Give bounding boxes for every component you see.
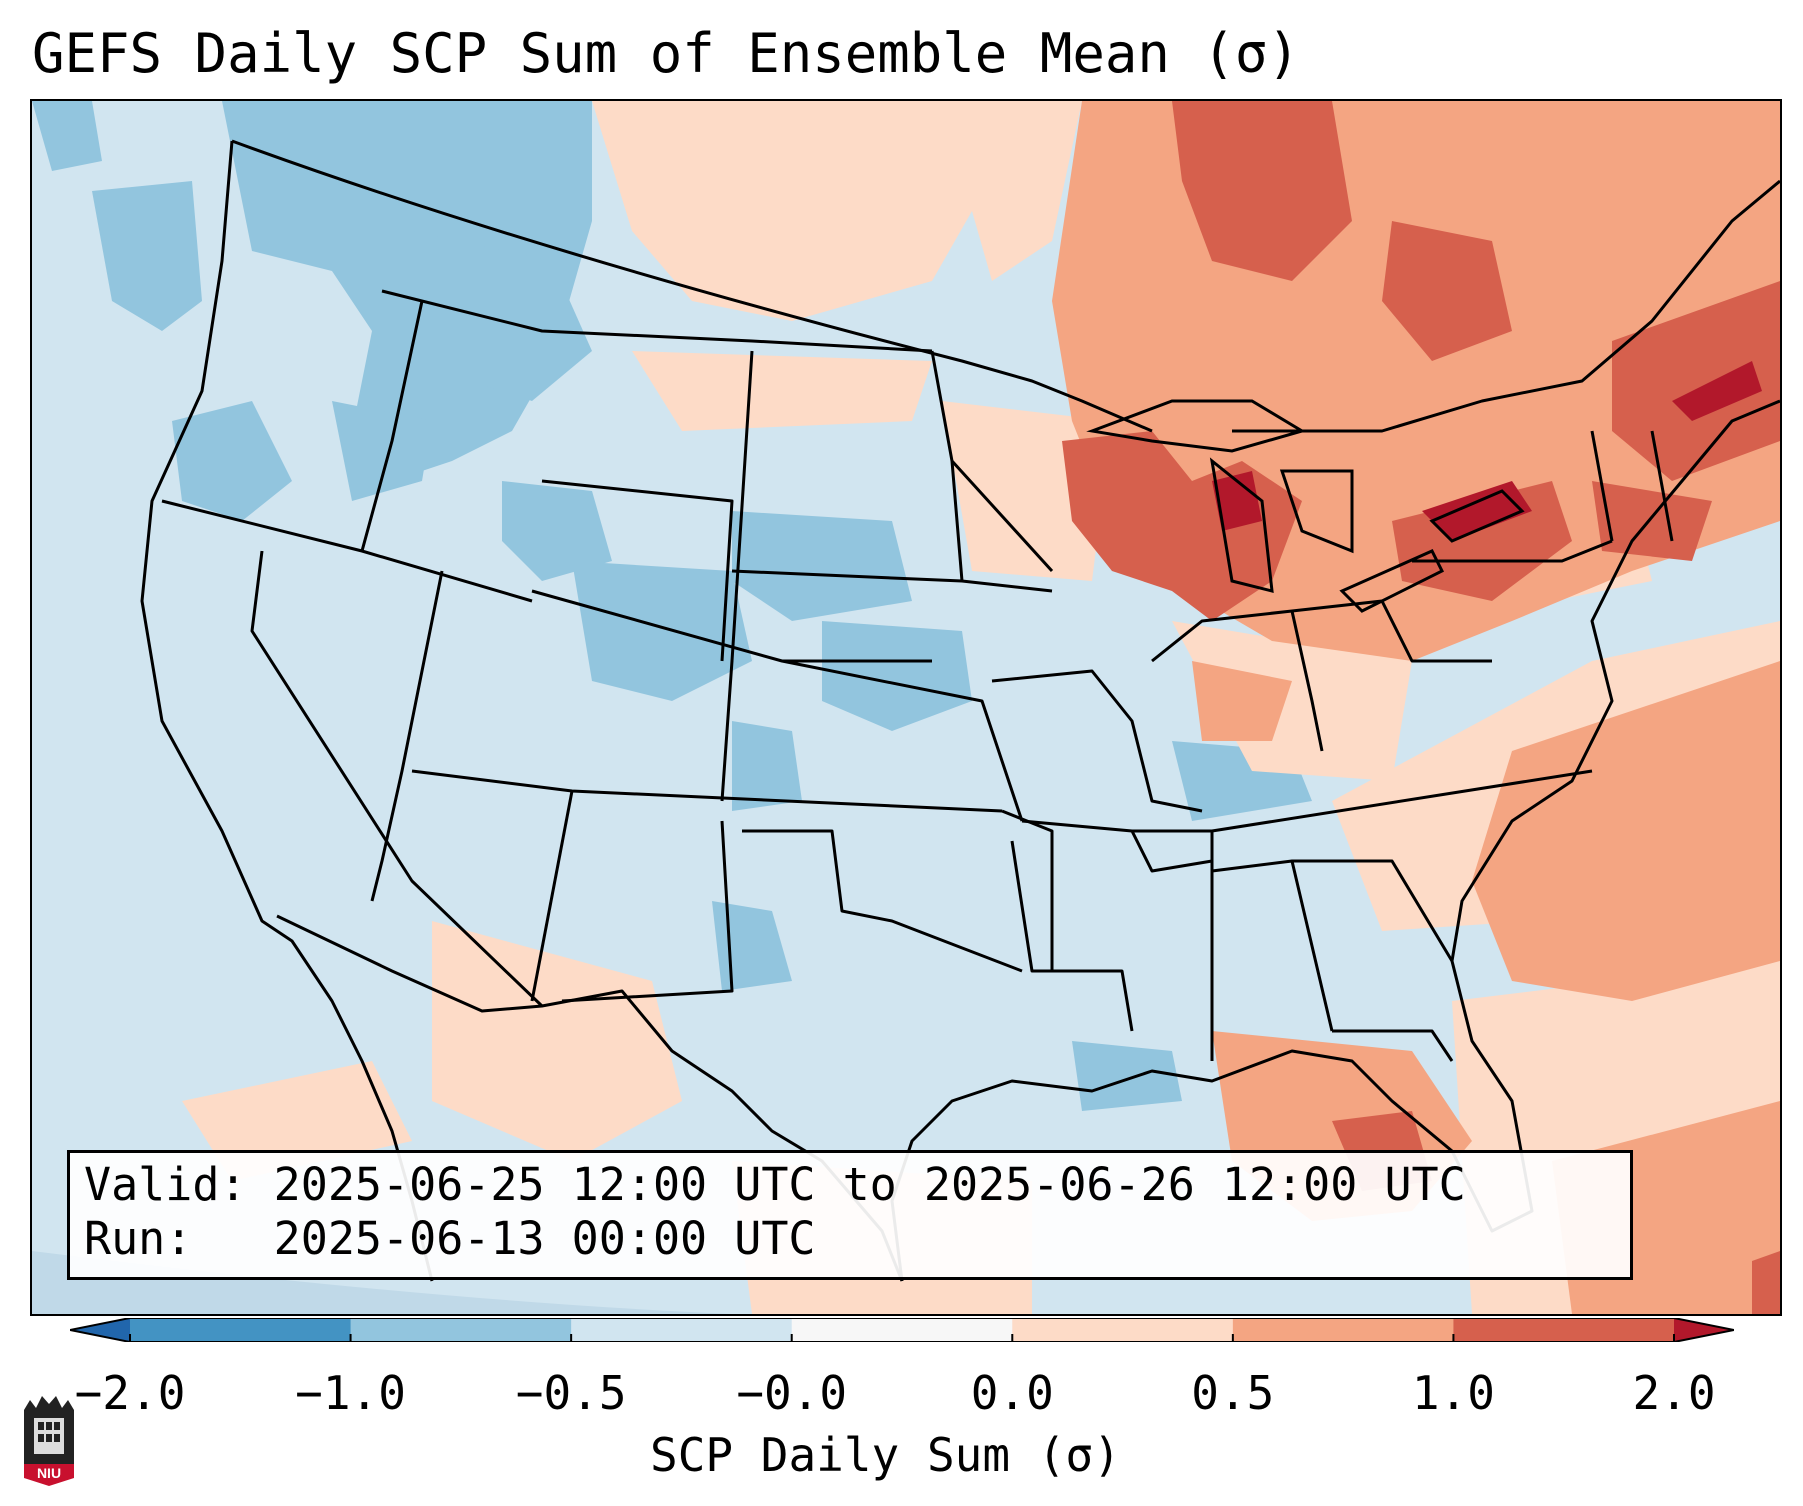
colorbar-tick: 2.0 (1632, 1366, 1716, 1420)
niu-logo: NIU (24, 1396, 74, 1486)
west-coast (140, 140, 434, 1282)
great-lakes (1086, 399, 1525, 613)
run-label: Run: (84, 1212, 193, 1265)
colorbar-bin (791, 1318, 1013, 1342)
colorbar-label: SCP Daily Sum (σ) (650, 1428, 1121, 1482)
colorbar-over-extension (1674, 1318, 1734, 1342)
extreme-positive-regions (1212, 361, 1762, 541)
colorbar-tick: 0.0 (970, 1366, 1054, 1420)
negative-anomaly-regions (32, 101, 1312, 1111)
colorbar-tick: −2.0 (74, 1366, 186, 1420)
valid-label: Valid: (84, 1158, 247, 1211)
colorbar-bin (1232, 1318, 1454, 1342)
colorbar-tick: −1.0 (295, 1366, 406, 1420)
run-time: 2025-06-13 00:00 UTC (273, 1212, 816, 1265)
valid-run-info-box: Valid: 2025-06-25 12:00 UTC to 2025-06-2… (67, 1150, 1633, 1280)
colorbar-tick: 0.5 (1191, 1366, 1275, 1420)
map-panel (30, 99, 1782, 1316)
svg-text:NIU: NIU (37, 1465, 61, 1481)
colorbar-bin (1453, 1318, 1675, 1342)
colorbar-bin (350, 1318, 572, 1342)
colorbar-tick: −0.0 (736, 1366, 848, 1420)
valid-time-range: 2025-06-25 12:00 UTC to 2025-06-26 12:00… (273, 1158, 1466, 1211)
us-canada-border-east (1232, 179, 1780, 433)
colorbar-bin (130, 1318, 352, 1342)
colorbar-tick: 1.0 (1411, 1366, 1495, 1420)
outside-domain-area (32, 1251, 732, 1314)
scp-map (32, 101, 1780, 1314)
colorbar-bin (1012, 1318, 1234, 1342)
colorbar (70, 1318, 1734, 1342)
colorbar-bin (571, 1318, 793, 1342)
colorbar-under-extension (70, 1318, 130, 1342)
colorbar-tick: −0.5 (515, 1366, 627, 1420)
map-title: GEFS Daily SCP Sum of Ensemble Mean (σ) (32, 22, 1300, 85)
